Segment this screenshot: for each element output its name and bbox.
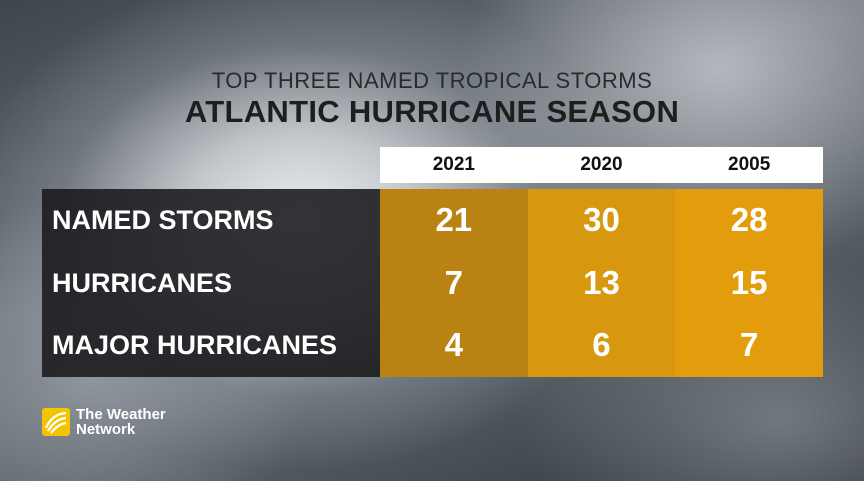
value-cell: 6	[527, 314, 676, 378]
storm-stats-table: NAMED STORMS 21 30 28 HURRICANES 7 13 15…	[42, 189, 823, 378]
table-row-hurricanes: HURRICANES 7 13 15	[42, 251, 823, 315]
column-header-2020: 2020	[580, 154, 623, 175]
column-header-2005: 2005	[728, 154, 771, 175]
title-block: TOP THREE NAMED TROPICAL STORMS ATLANTIC…	[0, 68, 864, 130]
logo-text: The Weather Network	[76, 407, 166, 437]
value-cell: 21	[379, 189, 528, 252]
row-label: MAJOR HURRICANES	[42, 314, 380, 378]
weather-network-logo-icon	[42, 408, 70, 436]
row-label: NAMED STORMS	[42, 189, 380, 252]
logo-line-2: Network	[76, 421, 136, 438]
value-cell: 13	[527, 251, 676, 315]
column-header-2021: 2021	[432, 154, 475, 175]
logo-line-1: The Weather	[76, 406, 166, 423]
table-row-major-hurricanes: MAJOR HURRICANES 4 6 7	[42, 314, 823, 378]
weather-network-logo: The Weather Network	[42, 407, 166, 437]
chart-title: ATLANTIC HURRICANE SEASON	[184, 94, 680, 129]
row-label: HURRICANES	[42, 251, 380, 315]
value-cell: 7	[675, 314, 823, 378]
chart-subtitle: TOP THREE NAMED TROPICAL STORMS	[211, 68, 653, 93]
year-header-bar: 2021 2020 2005	[380, 147, 823, 183]
value-cell: 30	[527, 189, 676, 252]
value-cell: 28	[675, 189, 823, 252]
value-cell: 15	[675, 251, 823, 315]
value-cell: 7	[379, 251, 528, 315]
table-row-named-storms: NAMED STORMS 21 30 28	[42, 189, 823, 252]
value-cell: 4	[379, 314, 528, 378]
